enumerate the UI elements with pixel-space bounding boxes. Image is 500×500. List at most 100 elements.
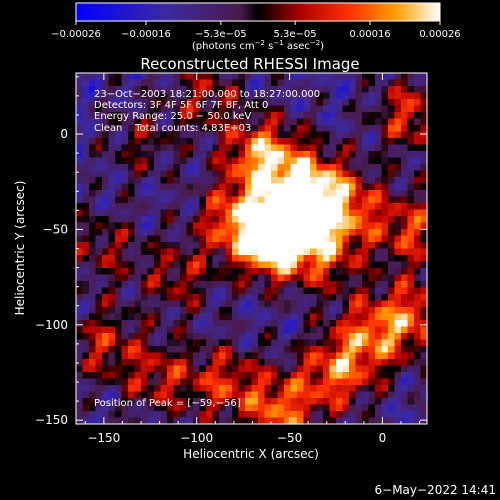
heatmap-cell bbox=[316, 79, 324, 87]
heatmap-cell bbox=[303, 151, 311, 159]
heatmap-cell bbox=[401, 99, 409, 107]
heatmap-cell bbox=[147, 196, 155, 204]
heatmap-cell bbox=[167, 216, 175, 224]
heatmap-cell bbox=[167, 385, 175, 393]
heatmap-cell bbox=[290, 320, 298, 328]
heatmap-cell bbox=[128, 300, 136, 308]
heatmap-cell bbox=[232, 92, 240, 100]
heatmap-cell bbox=[375, 268, 383, 276]
heatmap-cell bbox=[420, 281, 428, 289]
heatmap-cell bbox=[277, 365, 285, 373]
heatmap-cell bbox=[388, 307, 396, 315]
heatmap-cell bbox=[95, 365, 103, 373]
heatmap-cell bbox=[238, 170, 246, 178]
heatmap-cell bbox=[238, 164, 246, 172]
heatmap-cell bbox=[310, 261, 318, 269]
heatmap-cell bbox=[355, 190, 363, 198]
heatmap-cell bbox=[388, 164, 396, 172]
heatmap-cell bbox=[297, 203, 305, 211]
heatmap-cell bbox=[82, 346, 90, 354]
heatmap-cell bbox=[186, 190, 194, 198]
heatmap-cell bbox=[225, 352, 233, 360]
heatmap-cell bbox=[420, 177, 428, 185]
heatmap-cell bbox=[121, 131, 129, 139]
heatmap-cell bbox=[394, 391, 402, 399]
heatmap-cell bbox=[102, 248, 110, 256]
heatmap-cell bbox=[134, 320, 142, 328]
heatmap-cell bbox=[407, 417, 415, 425]
heatmap-cell bbox=[160, 144, 168, 152]
heatmap-cell bbox=[180, 235, 188, 243]
heatmap-cell bbox=[245, 170, 253, 178]
heatmap-cell bbox=[128, 196, 136, 204]
heatmap-cell bbox=[102, 235, 110, 243]
heatmap-cell bbox=[277, 261, 285, 269]
heatmap-cell bbox=[271, 398, 279, 406]
heatmap-cell bbox=[368, 333, 376, 341]
heatmap-cell bbox=[232, 99, 240, 107]
heatmap-cell bbox=[238, 151, 246, 159]
heatmap-cell bbox=[219, 268, 227, 276]
heatmap-cell bbox=[310, 411, 318, 419]
heatmap-cell bbox=[394, 229, 402, 237]
heatmap-cell bbox=[336, 99, 344, 107]
heatmap-cell bbox=[115, 216, 123, 224]
heatmap-cell bbox=[154, 131, 162, 139]
heatmap-cell bbox=[362, 157, 370, 165]
heatmap-cell bbox=[284, 151, 292, 159]
heatmap-cell bbox=[316, 177, 324, 185]
heatmap-cell bbox=[193, 385, 201, 393]
heatmap-cell bbox=[407, 73, 415, 81]
heatmap-cell bbox=[407, 157, 415, 165]
heatmap-cell bbox=[219, 346, 227, 354]
heatmap-cell bbox=[193, 404, 201, 412]
heatmap-cell bbox=[160, 203, 168, 211]
heatmap-cell bbox=[95, 235, 103, 243]
heatmap-cell bbox=[238, 320, 246, 328]
heatmap-cell bbox=[95, 138, 103, 146]
heatmap-cell bbox=[264, 411, 272, 419]
heatmap-cell bbox=[108, 112, 116, 120]
heatmap-cell bbox=[219, 138, 227, 146]
heatmap-cell bbox=[388, 391, 396, 399]
heatmap-cell bbox=[420, 209, 428, 217]
heatmap-cell bbox=[284, 281, 292, 289]
heatmap-cell bbox=[180, 79, 188, 87]
heatmap-cell bbox=[323, 320, 331, 328]
heatmap-cell bbox=[225, 307, 233, 315]
heatmap-cell bbox=[193, 144, 201, 152]
heatmap-cell bbox=[316, 209, 324, 217]
heatmap-cell bbox=[316, 417, 324, 425]
heatmap-cell bbox=[277, 105, 285, 113]
heatmap-cell bbox=[290, 281, 298, 289]
heatmap-cell bbox=[310, 79, 318, 87]
heatmap-cell bbox=[394, 73, 402, 81]
heatmap-cell bbox=[388, 125, 396, 133]
heatmap-cell bbox=[316, 274, 324, 282]
heatmap-cell bbox=[368, 281, 376, 289]
heatmap-cell bbox=[316, 281, 324, 289]
heatmap-cell bbox=[316, 333, 324, 341]
heatmap-cell bbox=[238, 346, 246, 354]
heatmap-cell bbox=[173, 281, 181, 289]
heatmap-cell bbox=[160, 268, 168, 276]
heatmap-cell bbox=[186, 274, 194, 282]
heatmap-cell bbox=[89, 352, 97, 360]
heatmap-cell bbox=[180, 138, 188, 146]
heatmap-cell bbox=[310, 144, 318, 152]
heatmap-cell bbox=[82, 300, 90, 308]
heatmap-cell bbox=[336, 274, 344, 282]
heatmap-cell bbox=[199, 183, 207, 191]
heatmap-cell bbox=[95, 372, 103, 380]
heatmap-cell bbox=[160, 391, 168, 399]
heatmap-cell bbox=[284, 86, 292, 94]
heatmap-cell bbox=[95, 274, 103, 282]
heatmap-cell bbox=[420, 229, 428, 237]
heatmap-cell bbox=[381, 320, 389, 328]
heatmap-cell bbox=[394, 326, 402, 334]
heatmap-cell bbox=[206, 320, 214, 328]
heatmap-cell bbox=[245, 73, 253, 81]
heatmap-cell bbox=[95, 170, 103, 178]
heatmap-cell bbox=[89, 248, 97, 256]
heatmap-cell bbox=[362, 151, 370, 159]
